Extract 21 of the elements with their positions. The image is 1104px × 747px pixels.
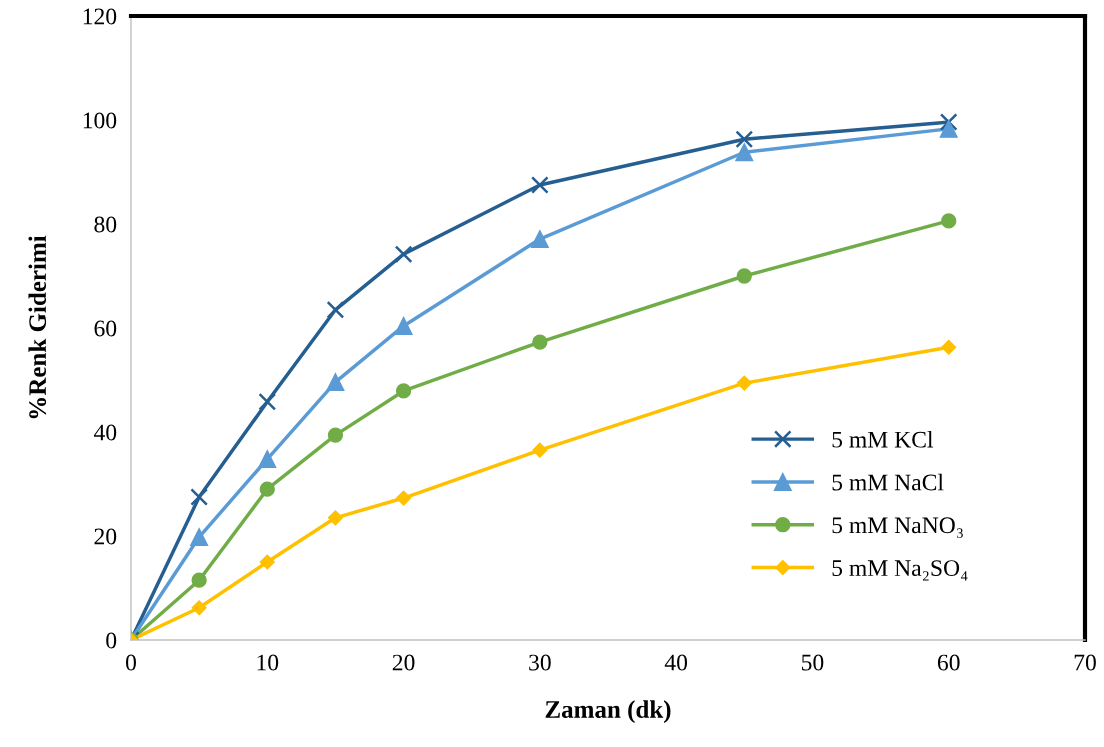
x-tick-label: 40 <box>664 654 688 671</box>
y-tick-label: 80 <box>94 216 117 233</box>
legend-label: 5 mM NaNO₃ <box>832 517 963 538</box>
x-tick-label: 70 <box>1074 654 1096 671</box>
x-tick-label: 50 <box>802 654 824 671</box>
x-tick-label: 60 <box>937 654 960 671</box>
y-tick-label: 40 <box>93 424 117 441</box>
legend-label: 5 mM Na₂SO₄ <box>832 560 968 581</box>
x-tick-label: 20 <box>392 654 415 671</box>
y-axis-title: %Renk Giderimi <box>28 235 47 419</box>
y-tick-label: 60 <box>94 320 117 337</box>
y-tick-label: 120 <box>83 8 117 25</box>
x-axis-title: Zaman (dk) <box>545 700 671 723</box>
x-tick-label: 10 <box>257 654 279 671</box>
y-tick-label: 100 <box>83 112 117 129</box>
legend-label: 5 mM NaCl <box>832 473 944 491</box>
x-tick-label: 0 <box>126 654 136 671</box>
legend-label: 5 mM KCl <box>832 431 934 448</box>
y-tick-label: 0 <box>106 632 117 649</box>
x-tick-label: 30 <box>529 654 551 671</box>
y-tick-label: 20 <box>94 528 117 545</box>
